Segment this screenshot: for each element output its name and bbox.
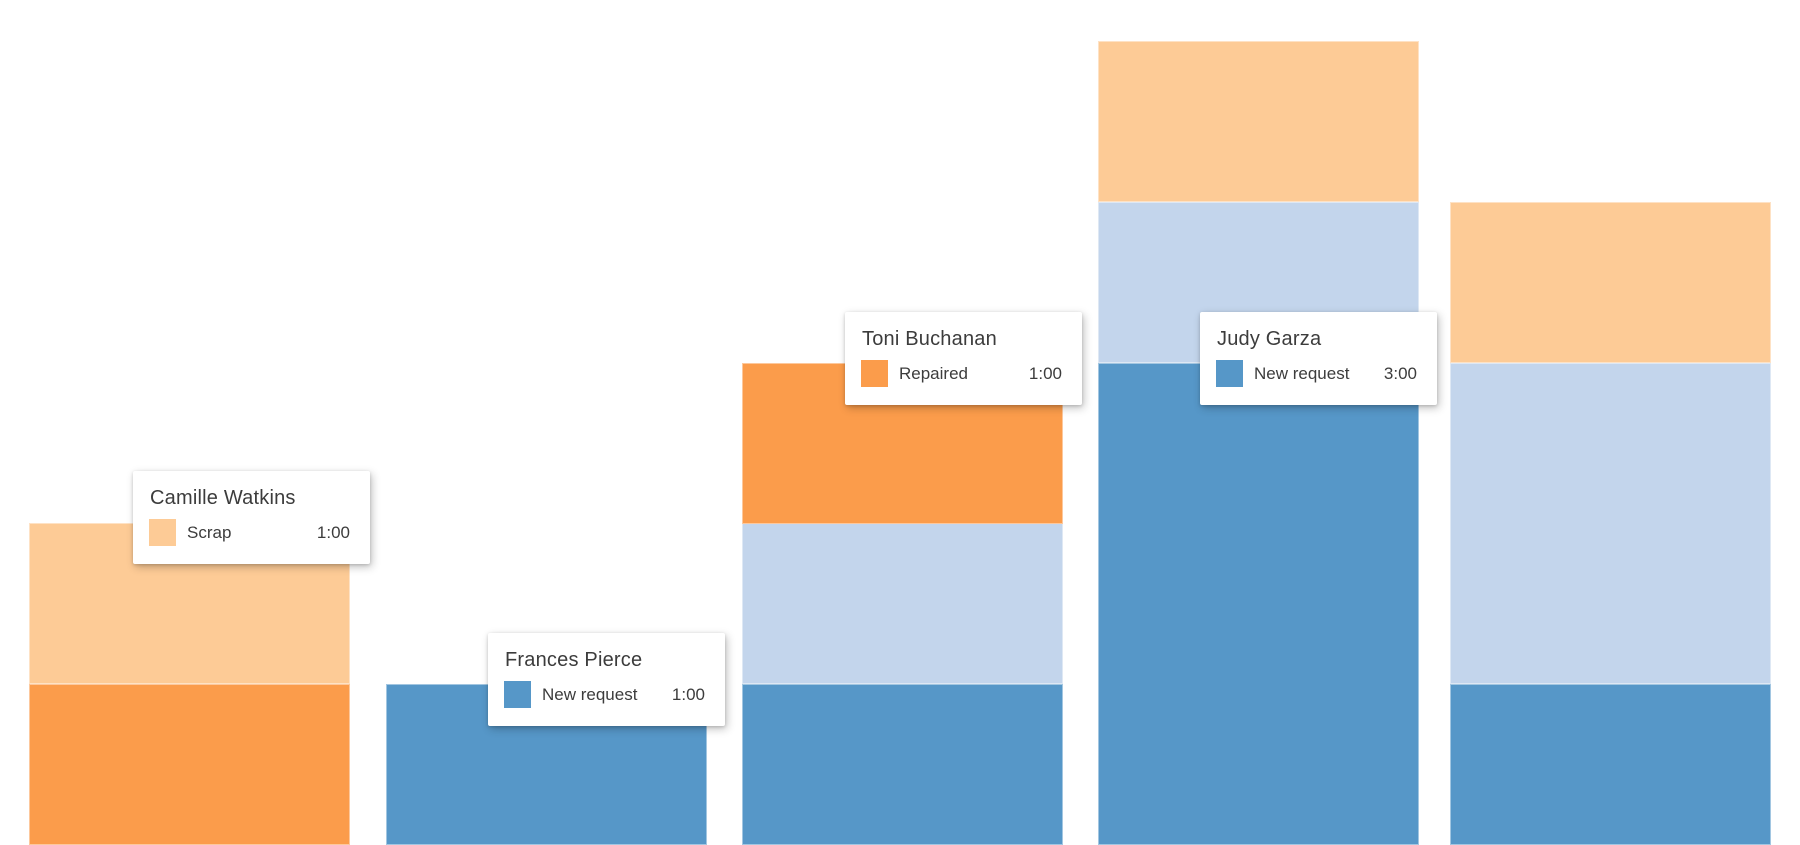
tooltip-series-row: Scrap 1:00 [149, 519, 352, 546]
bar-toni-buchanan [742, 0, 1063, 845]
bar-segment-light_blue[interactable] [1450, 363, 1771, 684]
tooltip-person-name: Frances Pierce [505, 649, 643, 671]
series-label: Scrap [187, 522, 232, 542]
bar-camille-watkins [29, 0, 350, 845]
bar-person-5 [1450, 0, 1771, 845]
tooltip-card-toni-buchanan: Toni Buchanan Repaired 1:00 [845, 312, 1082, 405]
bar-segment-light_blue[interactable] [742, 523, 1063, 684]
tooltip-person-name: Camille Watkins [150, 487, 296, 509]
tooltip-series-row: New request 3:00 [1216, 360, 1419, 387]
tooltip-card-judy-garza: Judy Garza New request 3:00 [1200, 312, 1437, 405]
series-color-swatch [861, 360, 888, 387]
tooltip-person-name: Judy Garza [1217, 328, 1322, 350]
series-color-swatch [149, 519, 176, 546]
bar-segment-scrap[interactable] [1098, 41, 1419, 202]
series-value: 1:00 [316, 522, 350, 542]
bar-judy-garza [1098, 0, 1419, 845]
series-value: 1:00 [1028, 363, 1062, 383]
tooltip-card-camille-watkins: Camille Watkins Scrap 1:00 [133, 471, 370, 564]
series-value: 3:00 [1383, 363, 1417, 383]
tooltip-card-frances-pierce: Frances Pierce New request 1:00 [488, 633, 725, 726]
series-label: Repaired [899, 363, 968, 383]
series-label: New request [542, 684, 638, 704]
bar-segment-new_request[interactable] [1450, 684, 1771, 845]
series-color-swatch [504, 681, 531, 708]
tooltip-person-name: Toni Buchanan [862, 328, 997, 350]
bar-segment-new_request[interactable] [742, 684, 1063, 845]
series-label: New request [1254, 363, 1350, 383]
bar-segment-repaired[interactable] [29, 684, 350, 845]
bar-segment-new_request[interactable] [1098, 363, 1419, 845]
tooltip-series-row: New request 1:00 [504, 681, 707, 708]
series-value: 1:00 [671, 684, 705, 704]
bar-segment-scrap[interactable] [1450, 202, 1771, 363]
tooltip-series-row: Repaired 1:00 [861, 360, 1064, 387]
series-color-swatch [1216, 360, 1243, 387]
